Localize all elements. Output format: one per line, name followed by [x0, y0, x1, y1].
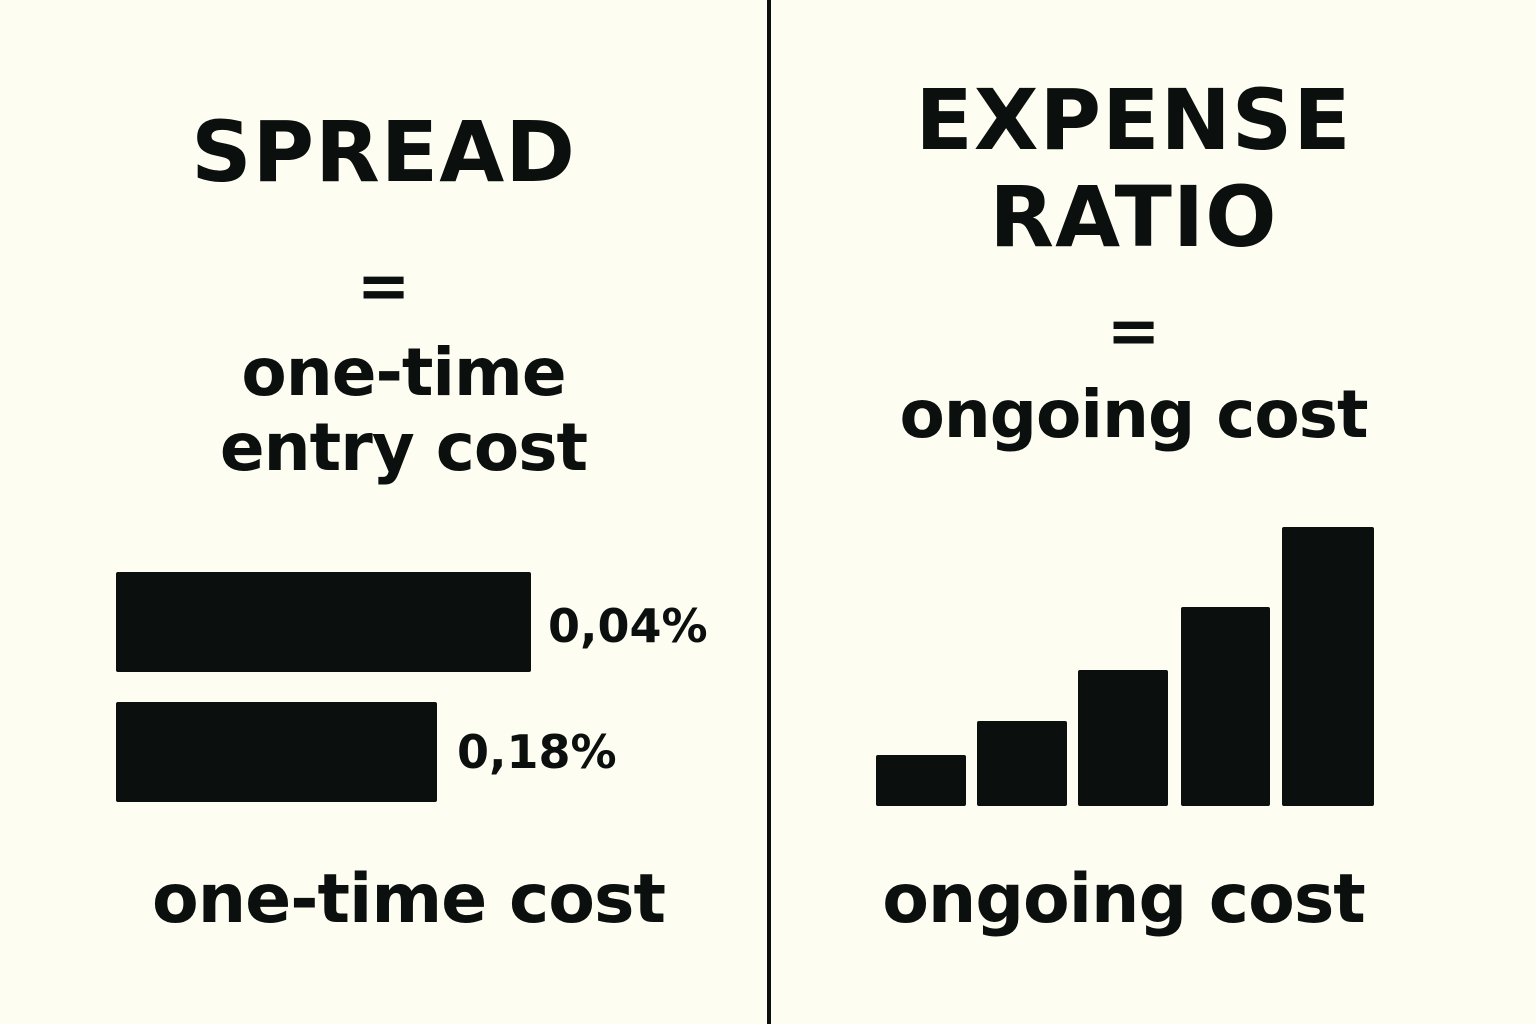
spread-bar-1: [116, 572, 531, 672]
spread-bar-1-label: 0,04%: [548, 599, 708, 653]
expense-ratio-description: ongoing cost: [899, 376, 1368, 453]
spread-bar-2: [116, 702, 437, 802]
expense-bar-4: [1181, 607, 1270, 806]
expense-ratio-panel: EXPENSE RATIO = ongoing cost ongoing cos…: [771, 0, 1536, 1024]
spread-title: SPREAD: [191, 103, 576, 201]
expense-ratio-title-line2: RATIO: [989, 168, 1278, 266]
expense-bar-5: [1282, 527, 1374, 806]
spread-description-line2: entry cost: [219, 409, 588, 486]
expense-bar-1: [876, 755, 966, 806]
expense-bar-3: [1078, 670, 1168, 806]
center-divider: [767, 0, 771, 1024]
expense-ratio-footer: ongoing cost: [882, 860, 1366, 939]
expense-bar-2: [977, 721, 1067, 806]
expense-ratio-title-line1: EXPENSE: [915, 71, 1352, 169]
expense-ratio-equals-sign: =: [1106, 295, 1161, 369]
spread-panel: SPREAD = one-time entry cost 0,04% 0,18%…: [0, 0, 767, 1024]
spread-bar-2-label: 0,18%: [457, 725, 617, 779]
spread-footer: one-time cost: [152, 860, 666, 939]
spread-equals-sign: =: [356, 250, 411, 324]
spread-description-line1: one-time: [241, 334, 566, 411]
